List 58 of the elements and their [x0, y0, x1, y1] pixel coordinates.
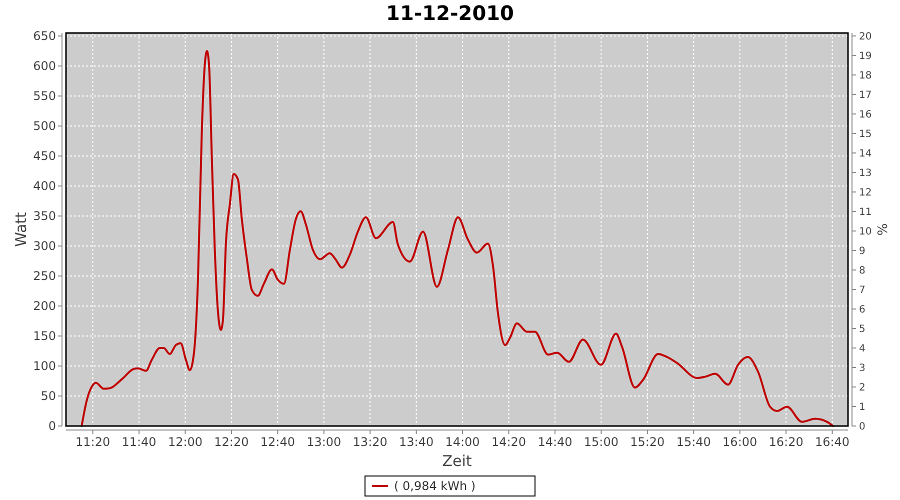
y-tick-label: 650	[33, 29, 56, 43]
x-tick-label: 11:20	[76, 435, 110, 449]
y2-tick-label: 10	[859, 226, 872, 238]
y2-tick-label: 1	[859, 402, 866, 413]
y-tick-label: 250	[33, 269, 56, 283]
y-tick-label: 300	[33, 239, 56, 253]
y2-tick-label: 19	[859, 50, 872, 62]
x-tick-label: 14:20	[491, 435, 526, 449]
y2-tick-label: 17	[859, 90, 872, 101]
x-tick-label: 16:40	[814, 435, 850, 449]
y2-tick-label: 7	[859, 284, 866, 296]
y-tick-label: 50	[40, 389, 56, 403]
y2-tick-label: 5	[859, 324, 866, 335]
x-tick-label: 13:20	[352, 435, 388, 449]
x-tick-label: 16:20	[768, 435, 804, 449]
y2-tick-label: 20	[859, 31, 872, 42]
y-tick-label: 550	[33, 89, 56, 103]
y2-tick-label: 11	[859, 206, 872, 218]
x-tick-label: 12:00	[168, 435, 203, 449]
legend-label: ( 0,984 kWh )	[394, 479, 476, 493]
y2-tick-label: 18	[859, 70, 872, 82]
y-tick-label: 450	[33, 149, 56, 163]
x-tick-label: 14:40	[538, 435, 572, 449]
line-series	[80, 50, 834, 427]
y2-tick-label: 0	[859, 422, 866, 432]
y2-tick-label: 3	[859, 362, 866, 374]
chart-title: 11-12-2010	[386, 1, 514, 25]
x-tick-label: 16:00	[722, 435, 758, 449]
y2-tick-label: 4	[859, 343, 866, 354]
y2-tick-label: 6	[859, 304, 866, 316]
y-tick-label: 150	[33, 329, 56, 343]
y-tick-label: 200	[33, 299, 56, 313]
y2-tick-label: 2	[859, 382, 866, 394]
y-tick-label: 600	[33, 59, 56, 73]
x-axis-title: Zeit	[442, 452, 472, 470]
y2-tick-label: 9	[859, 246, 866, 257]
x-tick-label: 11:40	[122, 435, 156, 449]
y-tick-label: 100	[33, 359, 56, 373]
y-axis-title: Watt	[12, 212, 30, 247]
x-tick-label: 14:00	[445, 435, 480, 449]
y2-tick-label: 13	[859, 168, 872, 179]
y2-tick-label: 15	[859, 128, 872, 140]
y-tick-label: 350	[33, 209, 56, 223]
x-tick-label: 15:20	[630, 435, 665, 449]
y2-tick-label: 8	[859, 265, 866, 276]
x-tick-label: 15:00	[584, 435, 618, 449]
y2-tick-label: 14	[859, 148, 872, 160]
x-tick-label: 13:00	[306, 435, 342, 449]
y-tick-label: 500	[33, 119, 56, 133]
y-tick-label: 400	[33, 179, 56, 193]
x-tick-label: 12:40	[260, 435, 295, 449]
x-tick-label: 15:40	[676, 435, 711, 449]
y-tick-label: 0	[48, 419, 56, 433]
x-tick-label: 12:20	[214, 435, 249, 449]
y2-tick-label: 12	[859, 187, 872, 198]
y2-axis-title: %	[876, 223, 891, 236]
y2-tick-label: 16	[859, 109, 872, 120]
x-tick-label: 13:40	[399, 435, 434, 449]
